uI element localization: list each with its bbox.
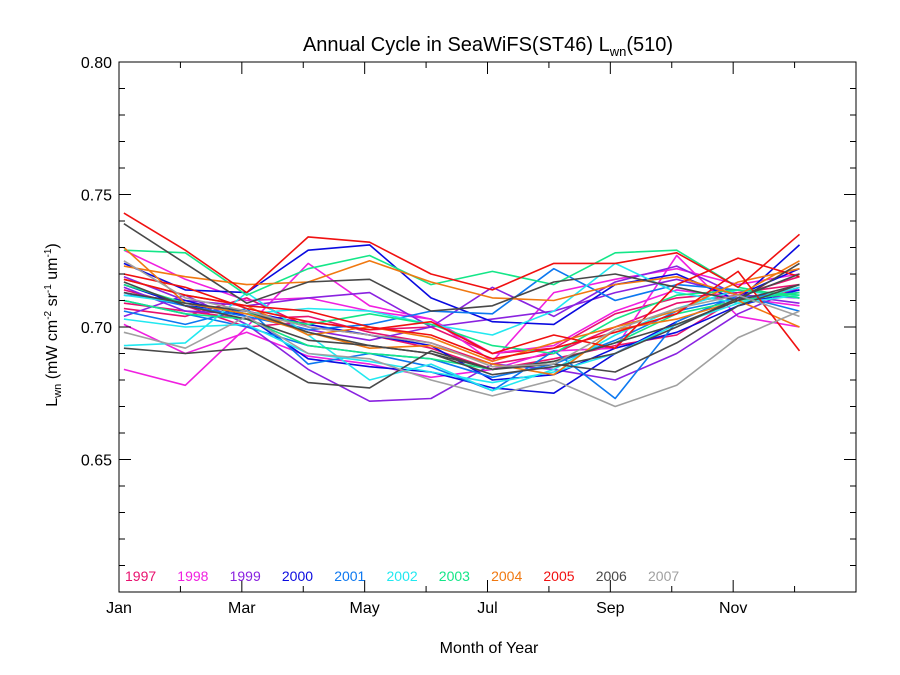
y-tick-label: 0.70 [81,320,112,337]
x-axis-label: Month of Year [440,640,539,657]
legend: 1997 1998 1999 2000 2001 2002 2003 2004 2005 2006… [125,568,679,584]
series-1998-line-2 [123,254,800,379]
x-tick-label: Jul [477,600,497,617]
series-2006-line-2 [123,281,800,371]
series-1997-line-2 [123,283,800,355]
series-2006-line-3 [123,283,800,389]
plot-frame [118,61,857,593]
series-2006-line-4 [123,273,800,376]
x-tick-label: Mar [228,600,256,617]
legend-item-1997: 1997 [125,568,156,584]
legend-item-1998: 1998 [177,568,208,584]
legend-item-2005: 2005 [543,568,574,584]
legend-item-1999: 1999 [230,568,261,584]
series-2007-line-1 [123,310,800,408]
series-2006-line-1 [123,223,800,312]
series-2001-line-2 [123,267,800,331]
y-tick-label: 0.65 [81,453,112,470]
x-tick-label: Jan [106,600,132,617]
y-tick-label: 0.75 [81,188,112,205]
chart-title: Annual Cycle in SeaWiFS(ST46) Lwn(510) [303,34,673,59]
series-2005-line-2 [123,257,800,355]
series-1999-line-2 [123,286,800,403]
legend-item-2007: 2007 [648,568,679,584]
x-tick-label: May [350,600,380,617]
axes: 0.65 0.70 0.75 0.80 Jan Mar May Jul Sep Nov [81,55,857,617]
legend-item-2001: 2001 [334,568,365,584]
series-2003-line-1 [123,249,800,299]
legend-item-2002: 2002 [387,568,418,584]
legend-item-2004: 2004 [491,568,522,584]
series-1998-line-1 [123,262,800,387]
series-2005-line-1 [123,212,801,294]
series-2000-line-1 [123,244,801,326]
legend-item-2003: 2003 [439,568,470,584]
x-tick-label: Nov [719,600,747,617]
legend-item-2000: 2000 [282,568,313,584]
series-2007-line-2 [123,260,800,368]
plot-lines [123,212,801,408]
x-tick-label: Sep [596,600,625,617]
series-2001-line-1 [123,294,800,400]
series-2000-line-2 [123,267,800,395]
y-tick-label: 0.80 [81,55,112,72]
legend-item-2006: 2006 [596,568,627,584]
y-axis-label: Lwn (mW cm-2 sr-1 um-1) [43,243,64,406]
